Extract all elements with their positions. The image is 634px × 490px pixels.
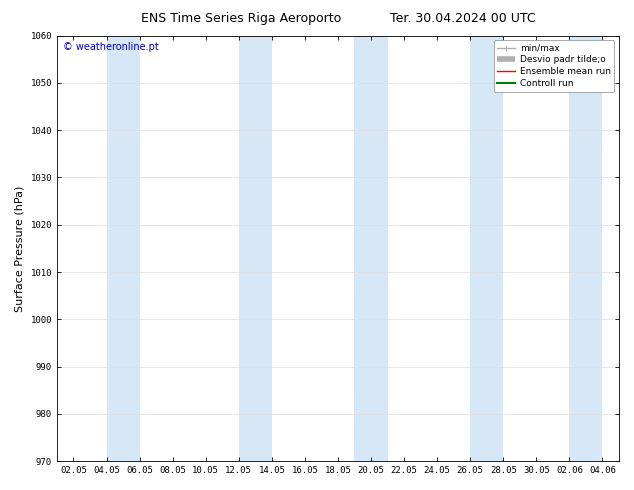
Bar: [354, 36, 387, 461]
Text: Ter. 30.04.2024 00 UTC: Ter. 30.04.2024 00 UTC: [390, 12, 536, 25]
Bar: [470, 36, 503, 461]
Bar: [107, 36, 139, 461]
Text: ENS Time Series Riga Aeroporto: ENS Time Series Riga Aeroporto: [141, 12, 341, 25]
Text: © weatheronline.pt: © weatheronline.pt: [63, 42, 158, 52]
Y-axis label: Surface Pressure (hPa): Surface Pressure (hPa): [15, 185, 25, 312]
Legend: min/max, Desvio padr tilde;o, Ensemble mean run, Controll run: min/max, Desvio padr tilde;o, Ensemble m…: [494, 40, 614, 92]
Bar: [569, 36, 602, 461]
Bar: [239, 36, 272, 461]
